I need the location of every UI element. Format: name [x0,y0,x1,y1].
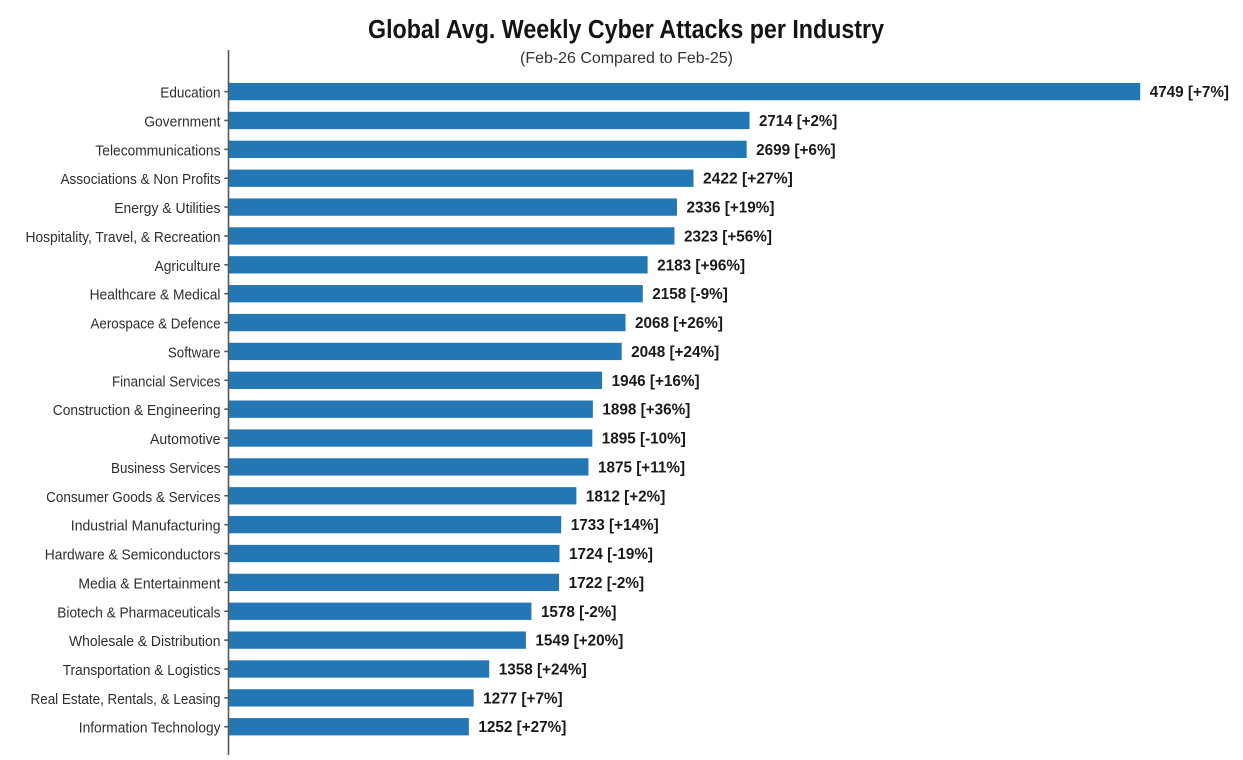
svg-text:1875 [+11%]: 1875 [+11%] [598,459,685,476]
svg-text:1724 [-19%]: 1724 [-19%] [569,546,653,563]
svg-text:2158 [-9%]: 2158 [-9%] [652,286,728,303]
svg-text:1733 [+14%]: 1733 [+14%] [571,517,659,534]
svg-text:Government: Government [144,113,221,130]
svg-text:Wholesale & Distribution: Wholesale & Distribution [69,633,221,650]
svg-text:1895 [-10%]: 1895 [-10%] [602,431,686,448]
svg-text:1578 [-2%]: 1578 [-2%] [541,604,617,621]
svg-text:1812 [+2%]: 1812 [+2%] [586,488,666,505]
svg-text:Hospitality, Travel, & Recreat: Hospitality, Travel, & Recreation [26,229,221,246]
svg-text:Hardware & Semiconductors: Hardware & Semiconductors [45,547,221,564]
svg-text:(Feb-26 Compared to Feb-25): (Feb-26 Compared to Feb-25) [520,50,733,67]
svg-text:Software: Software [168,344,221,361]
svg-text:2323 [+56%]: 2323 [+56%] [684,228,772,245]
svg-text:1358 [+24%]: 1358 [+24%] [499,662,587,679]
svg-text:2699 [+6%]: 2699 [+6%] [756,142,836,159]
svg-text:Industrial Manufacturing: Industrial Manufacturing [71,518,221,535]
svg-text:Healthcare & Medical: Healthcare & Medical [90,287,221,304]
svg-text:2183 [+96%]: 2183 [+96%] [657,257,745,274]
svg-text:Telecommunications: Telecommunications [95,142,220,159]
svg-text:Real Estate, Rentals, & Leasin: Real Estate, Rentals, & Leasing [31,691,221,708]
svg-text:Consumer Goods & Services: Consumer Goods & Services [46,489,221,506]
svg-text:Construction & Engineering: Construction & Engineering [53,402,221,419]
svg-text:1946 [+16%]: 1946 [+16%] [612,373,700,390]
svg-text:Agriculture: Agriculture [155,258,221,275]
svg-text:1898 [+36%]: 1898 [+36%] [602,402,690,419]
svg-text:Information Technology: Information Technology [79,720,221,737]
svg-text:Energy & Utilities: Energy & Utilities [114,200,221,217]
svg-text:2068 [+26%]: 2068 [+26%] [635,315,723,332]
svg-text:2048 [+24%]: 2048 [+24%] [631,344,719,361]
svg-text:Media & Entertainment: Media & Entertainment [78,575,221,592]
svg-text:Aerospace & Defence: Aerospace & Defence [91,316,221,333]
svg-text:Global Avg. Weekly Cyber Attac: Global Avg. Weekly Cyber Attacks per Ind… [368,16,885,44]
svg-text:Associations & Non Profits: Associations & Non Profits [61,171,221,188]
svg-text:1277 [+7%]: 1277 [+7%] [483,690,563,707]
svg-text:Financial Services: Financial Services [112,373,221,390]
svg-text:2336 [+19%]: 2336 [+19%] [686,200,774,217]
svg-text:Biotech & Pharmaceuticals: Biotech & Pharmaceuticals [57,604,221,621]
svg-text:1252 [+27%]: 1252 [+27%] [478,719,566,736]
svg-text:Business Services: Business Services [111,460,221,477]
svg-text:2422 [+27%]: 2422 [+27%] [703,171,793,188]
svg-text:2714 [+2%]: 2714 [+2%] [759,113,837,130]
svg-text:1722 [-2%]: 1722 [-2%] [569,575,645,592]
svg-text:Transportation & Logistics: Transportation & Logistics [63,662,221,679]
svg-text:Education: Education [160,85,220,102]
svg-text:1549 [+20%]: 1549 [+20%] [535,633,623,650]
svg-text:4749 [+7%]: 4749 [+7%] [1150,84,1229,101]
svg-text:Automotive: Automotive [150,431,221,448]
